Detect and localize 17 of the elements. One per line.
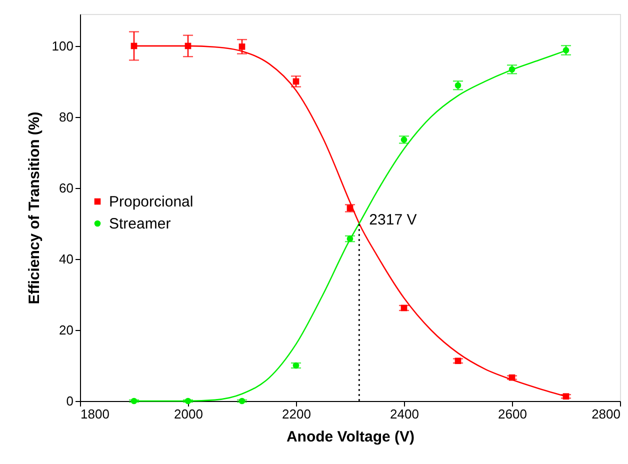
x-axis-title: Anode Voltage (V)	[286, 428, 415, 446]
x-tick-label: 1800	[80, 406, 110, 422]
y-tick-label: 20	[59, 322, 74, 338]
legend-label: Proporcional	[109, 194, 194, 210]
y-tick-label: 40	[59, 251, 74, 266]
y-tick-label: 0	[66, 394, 74, 408]
x-tick-label: 2600	[498, 406, 527, 422]
y-tick-label: 80	[59, 109, 74, 124]
x-tick-label: 2200	[282, 406, 311, 422]
y-axis-title: Efficiency of Transition (%)	[26, 112, 43, 304]
y-tick-label: 60	[59, 180, 74, 196]
legend-label: Streamer	[109, 216, 171, 232]
x-tick-label: 2800	[592, 406, 620, 422]
y-tick-label: 100	[52, 38, 74, 54]
x-tick-label: 2000	[174, 406, 203, 422]
x-tick-label: 2400	[390, 406, 419, 422]
annotation: 2317 V	[369, 211, 417, 228]
